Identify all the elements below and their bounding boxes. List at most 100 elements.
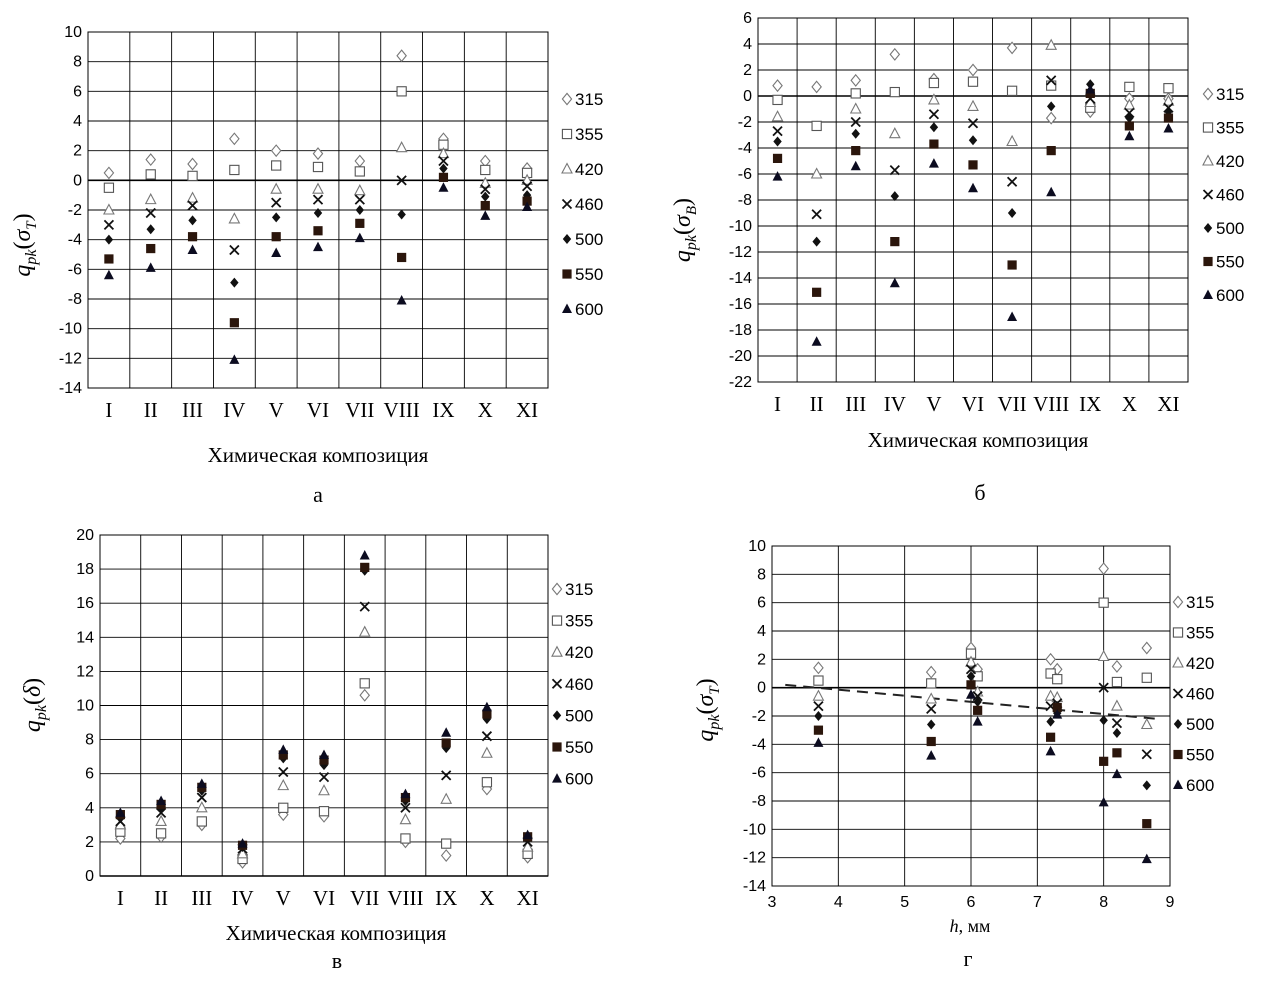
point-420 xyxy=(236,847,249,859)
x-category-label: VII xyxy=(345,398,374,422)
legend-marker-460 xyxy=(1202,189,1214,200)
point-500 xyxy=(355,205,365,215)
point-460 xyxy=(772,125,783,137)
point-500 xyxy=(968,135,978,146)
point-550 xyxy=(355,218,365,228)
x-category-label: VIII xyxy=(387,886,423,910)
point-355 xyxy=(1006,85,1018,96)
point-460 xyxy=(359,601,370,612)
legend-label-600: 600 xyxy=(1186,776,1214,795)
point-355 xyxy=(103,182,115,193)
x-category-label: I xyxy=(774,392,781,416)
point-315 xyxy=(925,665,937,679)
y-tick-label: 20 xyxy=(76,527,94,544)
legend-label-315: 315 xyxy=(565,580,593,599)
x-category-label: VI xyxy=(307,398,329,422)
legend-label-355: 355 xyxy=(565,612,593,631)
point-460 xyxy=(480,184,491,195)
legend-label-460: 460 xyxy=(1186,685,1214,704)
point-420 xyxy=(399,813,412,825)
point-355 xyxy=(396,86,407,97)
point-420 xyxy=(1045,38,1058,50)
point-550 xyxy=(441,738,451,748)
point-500 xyxy=(1125,113,1134,124)
point-315 xyxy=(811,80,822,94)
x-tick-label: 9 xyxy=(1166,894,1175,911)
point-600 xyxy=(972,716,983,726)
x-axis-label: Химическая композиция xyxy=(868,428,1089,452)
point-315 xyxy=(1045,111,1057,125)
x-category-label: I xyxy=(117,886,124,910)
point-500 xyxy=(271,212,281,223)
point-460 xyxy=(155,807,167,819)
plot-area xyxy=(99,534,549,877)
y-tick-label: 0 xyxy=(757,680,766,697)
point-500 xyxy=(773,136,782,147)
point-355 xyxy=(312,161,324,173)
point-355 xyxy=(1163,83,1174,94)
legend-label-355: 355 xyxy=(575,125,603,144)
y-tick-label: 6 xyxy=(743,10,752,27)
chart-g: -14 -12 -10 -8 -6 -4 -2 0 2 4 6 8 10 3 4 5 6 7 8 9 315 355 420… xyxy=(693,538,1214,971)
point-550 xyxy=(438,172,449,182)
x-category-label: IV xyxy=(231,886,253,910)
point-460 xyxy=(400,802,411,813)
point-600 xyxy=(237,838,248,848)
legend-marker-315 xyxy=(1202,87,1214,101)
point-500 xyxy=(439,163,448,174)
y-tick-label: -22 xyxy=(729,374,752,391)
point-420 xyxy=(888,127,901,139)
legend-label-600: 600 xyxy=(1216,286,1244,305)
x-tick-label: 5 xyxy=(900,894,909,911)
point-500 xyxy=(1007,208,1017,218)
point-600 xyxy=(966,689,976,699)
point-355 xyxy=(145,169,156,180)
legend-label-460: 460 xyxy=(565,675,593,694)
point-550 xyxy=(973,705,983,715)
point-500 xyxy=(814,711,823,721)
point-420 xyxy=(437,146,450,159)
point-420 xyxy=(102,203,115,215)
point-550 xyxy=(278,750,288,760)
point-600 xyxy=(1007,311,1018,321)
point-355 xyxy=(359,678,370,689)
point-420 xyxy=(1006,134,1019,147)
point-600 xyxy=(1124,130,1135,141)
point-420 xyxy=(479,176,492,188)
legend-marker-315 xyxy=(551,582,563,596)
point-420 xyxy=(312,182,324,194)
point-500 xyxy=(1046,716,1055,727)
x-category-label: IV xyxy=(223,398,245,422)
point-500 xyxy=(890,191,900,202)
point-600 xyxy=(229,354,240,364)
legend-label-500: 500 xyxy=(1216,219,1244,238)
y-tick-label: 8 xyxy=(757,566,766,583)
point-460 xyxy=(926,703,937,715)
point-550 xyxy=(890,237,900,247)
legend-marker-600 xyxy=(1173,779,1183,789)
point-550 xyxy=(1046,146,1056,156)
legend-marker-355 xyxy=(561,128,573,140)
point-500 xyxy=(973,696,982,707)
point-500 xyxy=(188,215,197,226)
point-600 xyxy=(196,778,207,788)
point-460 xyxy=(187,200,198,211)
point-500 xyxy=(966,671,976,682)
panel-caption: б xyxy=(974,480,985,505)
point-460 xyxy=(312,194,324,205)
point-500 xyxy=(313,207,323,218)
x-category-label: III xyxy=(182,398,203,422)
y-tick-label: 0 xyxy=(85,868,94,885)
point-600 xyxy=(115,807,126,817)
point-315 xyxy=(1045,652,1056,666)
point-460 xyxy=(396,175,407,186)
point-355 xyxy=(967,76,979,87)
point-460 xyxy=(271,197,282,208)
point-500 xyxy=(146,224,155,235)
trend-line xyxy=(785,683,1157,720)
y-tick-label: -6 xyxy=(738,166,752,183)
point-500 xyxy=(397,209,406,220)
plot-area xyxy=(757,17,1189,383)
point-420 xyxy=(353,184,366,196)
legend-marker-315 xyxy=(561,92,573,106)
